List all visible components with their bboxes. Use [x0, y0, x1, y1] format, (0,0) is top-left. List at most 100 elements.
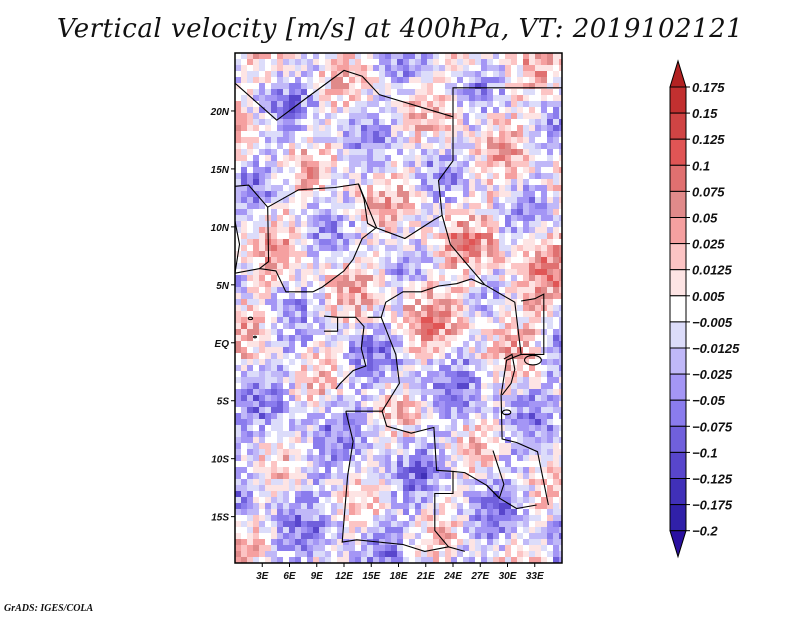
field-cell	[541, 431, 548, 438]
field-cell	[463, 77, 470, 84]
field-cell	[307, 419, 314, 426]
field-cell	[283, 515, 290, 522]
field-cell	[355, 179, 362, 186]
field-cell	[529, 119, 536, 126]
field-cell	[553, 263, 560, 270]
field-cell	[397, 467, 404, 474]
field-cell	[523, 185, 530, 192]
field-cell	[499, 173, 506, 180]
field-cell	[313, 113, 320, 120]
field-cell	[403, 95, 410, 102]
field-cell	[421, 437, 428, 444]
field-cell	[307, 485, 314, 492]
field-cell	[511, 305, 518, 312]
field-cell	[487, 467, 494, 474]
field-cell	[421, 407, 428, 414]
field-cell	[505, 347, 512, 354]
field-cell	[439, 203, 446, 210]
field-cell	[529, 437, 536, 444]
field-cell	[451, 59, 458, 66]
field-cell	[361, 269, 368, 276]
field-cell	[409, 545, 416, 552]
field-cell	[427, 215, 434, 222]
field-cell	[253, 149, 260, 156]
field-cell	[277, 443, 284, 450]
field-cell	[259, 293, 266, 300]
field-cell	[373, 329, 380, 336]
field-cell	[385, 185, 392, 192]
field-cell	[283, 83, 290, 90]
field-cell	[313, 395, 320, 402]
field-cell	[247, 401, 254, 408]
field-cell	[445, 437, 452, 444]
field-cell	[445, 269, 452, 276]
field-cell	[433, 473, 440, 480]
field-cell	[295, 113, 302, 120]
field-cell	[385, 125, 392, 132]
field-cell	[415, 65, 422, 72]
field-cell	[355, 371, 362, 378]
field-cell	[529, 227, 536, 234]
field-cell	[553, 293, 560, 300]
field-cell	[325, 377, 332, 384]
field-cell	[397, 119, 404, 126]
field-cell	[301, 455, 308, 462]
field-cell	[439, 215, 446, 222]
field-cell	[379, 293, 386, 300]
field-cell	[235, 203, 242, 210]
field-cell	[433, 59, 440, 66]
colorbar-label: −0.1	[692, 445, 718, 460]
field-cell	[541, 227, 548, 234]
field-cell	[307, 203, 314, 210]
field-cell	[319, 455, 326, 462]
field-cell	[331, 419, 338, 426]
field-cell	[319, 431, 326, 438]
field-cell	[541, 233, 548, 240]
field-cell	[355, 455, 362, 462]
field-cell	[433, 431, 440, 438]
field-cell	[277, 245, 284, 252]
field-cell	[421, 377, 428, 384]
field-cell	[289, 269, 296, 276]
field-cell	[415, 395, 422, 402]
field-cell	[397, 125, 404, 132]
field-cell	[307, 119, 314, 126]
field-cell	[277, 497, 284, 504]
field-cell	[451, 233, 458, 240]
field-cell	[373, 407, 380, 414]
field-cell	[481, 215, 488, 222]
field-cell	[427, 83, 434, 90]
field-cell	[307, 545, 314, 552]
field-cell	[445, 455, 452, 462]
field-cell	[343, 257, 350, 264]
field-cell	[469, 119, 476, 126]
field-cell	[397, 137, 404, 144]
field-cell	[481, 479, 488, 486]
field-cell	[457, 359, 464, 366]
field-cell	[247, 533, 254, 540]
field-cell	[553, 305, 560, 312]
field-cell	[463, 185, 470, 192]
field-cell	[259, 89, 266, 96]
field-cell	[535, 275, 542, 282]
field-cell	[331, 203, 338, 210]
field-cell	[529, 407, 536, 414]
field-cell	[445, 77, 452, 84]
field-cell	[289, 473, 296, 480]
field-cell	[469, 65, 476, 72]
field-cell	[481, 257, 488, 264]
field-cell	[469, 329, 476, 336]
field-cell	[535, 257, 542, 264]
field-cell	[373, 335, 380, 342]
field-cell	[553, 419, 560, 426]
field-cell	[463, 161, 470, 168]
field-cell	[331, 251, 338, 258]
field-cell	[391, 383, 398, 390]
field-cell	[337, 359, 344, 366]
field-cell	[469, 257, 476, 264]
field-cell	[301, 287, 308, 294]
field-cell	[343, 347, 350, 354]
field-cell	[337, 71, 344, 78]
field-cell	[493, 413, 500, 420]
field-cell	[403, 443, 410, 450]
